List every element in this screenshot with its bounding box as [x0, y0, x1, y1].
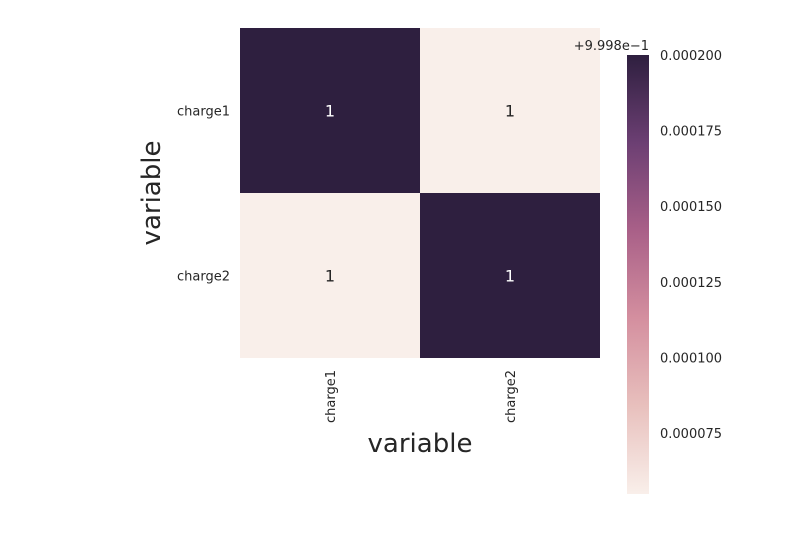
colorbar-offset-label: +9.998e−1 — [574, 39, 649, 54]
colorbar-tick-label: 0.000100 — [660, 351, 722, 366]
cell-annotation: 1 — [325, 267, 335, 286]
cell-annotation: 1 — [505, 267, 515, 286]
cell-annotation: 1 — [505, 102, 515, 121]
y-axis-title: variable — [137, 141, 167, 246]
x-tick-label: charge1 — [324, 370, 339, 423]
colorbar-tick-label: 0.000075 — [660, 427, 722, 442]
colorbar-gradient — [627, 55, 649, 494]
x-axis-title: variable — [368, 429, 473, 459]
colorbar-tick-label: 0.000200 — [660, 49, 722, 64]
y-tick-label: charge1 — [177, 105, 230, 120]
heatmap-cell-charge2-charge1 — [240, 193, 420, 358]
y-tick-label: charge2 — [177, 270, 230, 285]
colorbar-tick-label: 0.000175 — [660, 125, 722, 140]
colorbar-tick-label: 0.000150 — [660, 200, 722, 215]
colorbar-ticks: 0.000075 0.000100 0.000125 0.000150 0.000175… — [660, 49, 722, 442]
colorbar: +9.998e−1 0.000075 0.000100 0.000125 0.0001… — [574, 39, 722, 494]
heatmap-cell-charge1-charge2 — [420, 28, 600, 193]
x-tick-labels: charge1 charge2 — [324, 370, 519, 423]
heatmap-cell-charge2-charge2 — [420, 193, 600, 358]
x-tick-label: charge2 — [504, 370, 519, 423]
cell-annotation: 1 — [325, 102, 335, 121]
y-tick-labels: charge1 charge2 — [177, 105, 230, 285]
heatmap-cell-charge1-charge1 — [240, 28, 420, 193]
heatmap-cells: 1 1 1 1 — [240, 28, 600, 358]
colorbar-tick-label: 0.000125 — [660, 276, 722, 291]
